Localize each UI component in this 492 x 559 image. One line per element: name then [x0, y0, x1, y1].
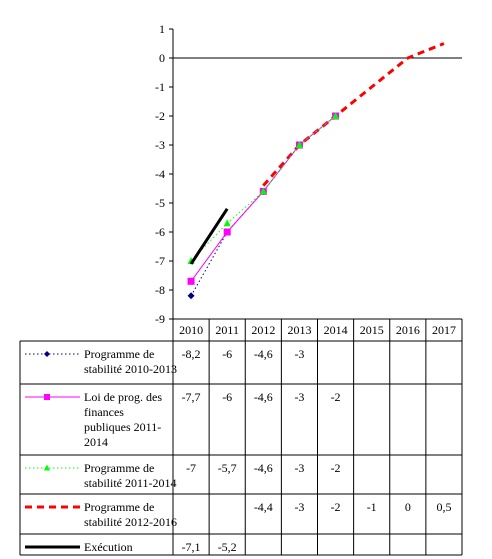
series-5	[189, 207, 229, 265]
data-label: -2	[331, 461, 341, 475]
series-line	[262, 42, 445, 187]
data-label: 0,5	[436, 500, 451, 514]
series-point	[223, 228, 231, 236]
y-tick-label: -9	[155, 312, 165, 326]
series-point	[295, 141, 303, 148]
data-label: 0	[405, 500, 411, 514]
chart-series	[187, 42, 445, 300]
series-point	[332, 112, 340, 119]
legend-label: Programme de	[84, 461, 154, 475]
series-point	[223, 219, 231, 227]
data-label: -7	[186, 461, 196, 475]
data-label: -3	[294, 500, 304, 514]
data-label: -2	[331, 500, 341, 514]
legend-label: publiques 2011-	[84, 420, 161, 434]
y-tick-label: -8	[155, 283, 165, 297]
data-label: -6	[222, 347, 232, 361]
data-label: -3	[294, 390, 304, 404]
y-tick-label: 0	[159, 51, 165, 65]
data-label: -5,2	[218, 540, 237, 554]
y-tick-label: -5	[155, 196, 165, 210]
series-1	[187, 141, 303, 300]
series-line	[190, 144, 300, 297]
data-label: -8,2	[182, 347, 201, 361]
data-label: -2	[331, 390, 341, 404]
series-3	[187, 112, 340, 264]
series-point	[187, 292, 195, 300]
x-tick-label: 2012	[251, 323, 275, 337]
series-point	[44, 464, 50, 471]
series-point	[187, 277, 195, 285]
x-tick-label: 2010	[179, 323, 203, 337]
legend-label: finances	[84, 405, 124, 419]
data-label: -1	[367, 500, 377, 514]
legend-label: Exécution	[84, 540, 133, 554]
series-4	[262, 42, 445, 187]
y-tick-label: -4	[155, 167, 165, 181]
series-line	[189, 207, 229, 265]
x-tick-label: 2011	[215, 323, 239, 337]
legend-label: Programme de	[84, 347, 154, 361]
data-label: -4,6	[254, 390, 273, 404]
data-label: -4,6	[254, 347, 273, 361]
data-label: -5,7	[218, 461, 237, 475]
legend-label: Programme de	[84, 500, 154, 514]
series-point	[44, 394, 50, 400]
series-point	[44, 351, 50, 357]
series-2	[187, 112, 340, 285]
data-label: -3	[294, 461, 304, 475]
data-label: -4,6	[254, 461, 273, 475]
legend-label: 2014	[84, 435, 108, 449]
y-tick-label: 1	[159, 22, 165, 36]
series-point	[259, 187, 267, 195]
data-label: -3	[294, 347, 304, 361]
data-label: -6	[222, 390, 232, 404]
x-tick-label: 2014	[324, 323, 348, 337]
x-tick-label: 2017	[432, 323, 456, 337]
y-tick-label: -2	[155, 109, 165, 123]
chart-axes: 1 0 -1 -2 -3 -4 -5 -6 -7 -8 -9	[155, 22, 462, 326]
x-tick-label: 2015	[360, 323, 384, 337]
x-tick-label: 2016	[396, 323, 420, 337]
y-tick-label: -6	[155, 225, 165, 239]
y-tick-label: -1	[155, 80, 165, 94]
legend-label: stabilité 2010-2013	[84, 362, 177, 376]
series-line	[190, 115, 336, 282]
table-row: Exécution -7,1 -5,2	[25, 540, 237, 554]
legend-label: stabilité 2011-2014	[84, 476, 177, 490]
y-tick-label: -7	[155, 254, 165, 268]
legend-label: Loi de prog. des	[84, 390, 162, 404]
y-tick-label: -3	[155, 138, 165, 152]
data-label: -4,4	[254, 500, 273, 514]
data-label: -7,1	[182, 540, 201, 554]
legend-label: stabilité 2012-2016	[84, 515, 177, 529]
x-tick-label: 2013	[287, 323, 311, 337]
data-table: 2010 2011 2012 2013 2014 2015 2016 2017 Programm…	[19, 318, 463, 556]
data-label: -7,7	[182, 390, 201, 404]
